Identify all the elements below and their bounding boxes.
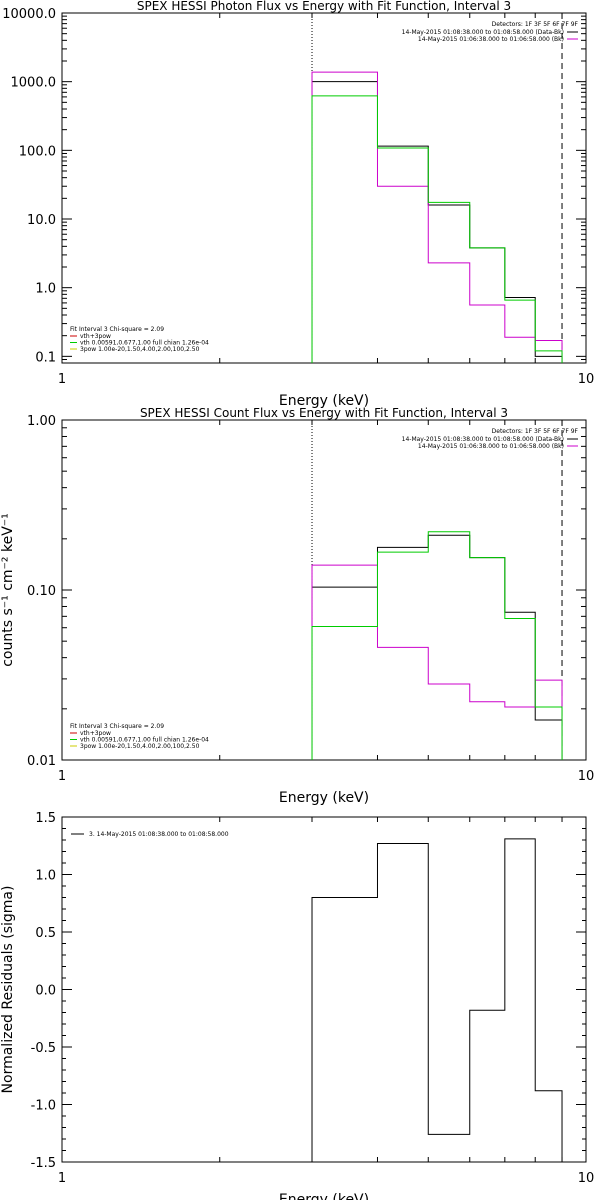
y-tick-label: 10.0 <box>27 213 56 228</box>
plot-frame-1 <box>61 12 587 364</box>
y-tick-label: 1.0 <box>35 869 56 884</box>
legend-fit-header: Fit Interval 3 Chi-square = 2.09 <box>70 326 164 333</box>
x-tick-label: 10 <box>578 1171 595 1186</box>
series-line-2 <box>311 564 563 760</box>
y-tick-label: -1.5 <box>31 1156 56 1171</box>
legend-entry-label: vth 0.00591,0.677,1.00 full chian 1.26e-… <box>80 737 209 744</box>
legend-entry-label: vth+3pow <box>80 333 111 340</box>
x-axis-label: Energy (keV) <box>279 1192 369 1200</box>
y-tick-label: 0.5 <box>35 926 56 941</box>
y-axis-label: counts s⁻¹ cm⁻² keV⁻¹ <box>0 513 16 667</box>
y-tick-label: 0.01 <box>27 754 56 769</box>
legend-entry-label: 14-May-2015 01:08:38.000 to 01:08:58.000… <box>402 29 564 36</box>
legend-entry-label: 3pow 1.00e-20,1.50,4.00,2.00,100,2.50 <box>80 346 200 353</box>
series-line-1 <box>311 534 563 760</box>
y-tick-label: -1.0 <box>31 1099 56 1114</box>
y-tick-label: 0.1 <box>35 350 56 365</box>
legend-fit-header: Fit Interval 3 Chi-square = 2.09 <box>70 723 164 730</box>
y-tick-label: 1000.0 <box>11 76 57 91</box>
x-tick-label: 1 <box>58 1171 66 1186</box>
y-tick-label: 10000.0 <box>2 7 56 22</box>
legend-detectors: Detectors: 1F 3F 5F 6F 7F 9F <box>492 428 579 435</box>
legend-entry-label: 3pow 1.00e-20,1.50,4.00,2.00,100,2.50 <box>80 743 200 750</box>
legend-entry-label: 3. 14-May-2015 01:08:38.000 to 01:08:58.… <box>89 831 229 838</box>
y-tick-label: 100.0 <box>19 144 56 159</box>
chart-title: SPEX HESSI Count Flux vs Energy with Fit… <box>140 406 508 420</box>
legend-detectors: Detectors: 1F 3F 5F 6F 7F 9F <box>492 21 579 28</box>
y-tick-label: 1.5 <box>35 811 56 826</box>
series-line-3 <box>311 95 563 363</box>
x-axis-label: Energy (keV) <box>279 393 369 409</box>
legend-entry-label: 14-May-2015 01:06:38.000 to 01:06:58.000… <box>418 36 564 43</box>
y-tick-label: 1.0 <box>35 282 56 297</box>
plot-frame-3 <box>61 816 587 1163</box>
series-line-1 <box>311 838 563 1162</box>
y-tick-label: 1.00 <box>27 414 56 429</box>
series-line-2 <box>311 71 563 363</box>
legend-entry-label: 14-May-2015 01:08:38.000 to 01:08:58.000… <box>402 436 564 443</box>
y-tick-label: 0.0 <box>35 984 56 999</box>
legend-entry-label: vth+3pow <box>80 730 111 737</box>
plot-frame-2 <box>61 419 587 761</box>
y-axis-label: Normalized Residuals (sigma) <box>0 886 16 1094</box>
x-tick-label: 1 <box>58 769 66 784</box>
chart-title: SPEX HESSI Photon Flux vs Energy with Fi… <box>137 0 511 13</box>
x-tick-label: 10 <box>578 769 595 784</box>
x-tick-label: 1 <box>58 372 66 387</box>
x-tick-label: 10 <box>578 372 595 387</box>
y-tick-label: 0.10 <box>27 584 56 599</box>
legend-entry-label: vth 0.00591,0.677,1.00 full chian 1.26e-… <box>80 340 209 347</box>
y-tick-label: -0.5 <box>31 1041 56 1056</box>
legend-entry-label: 14-May-2015 01:06:38.000 to 01:06:58.000… <box>418 443 564 450</box>
series-line-3 <box>311 531 563 760</box>
x-axis-label: Energy (keV) <box>279 790 369 806</box>
series-line-1 <box>311 81 563 363</box>
